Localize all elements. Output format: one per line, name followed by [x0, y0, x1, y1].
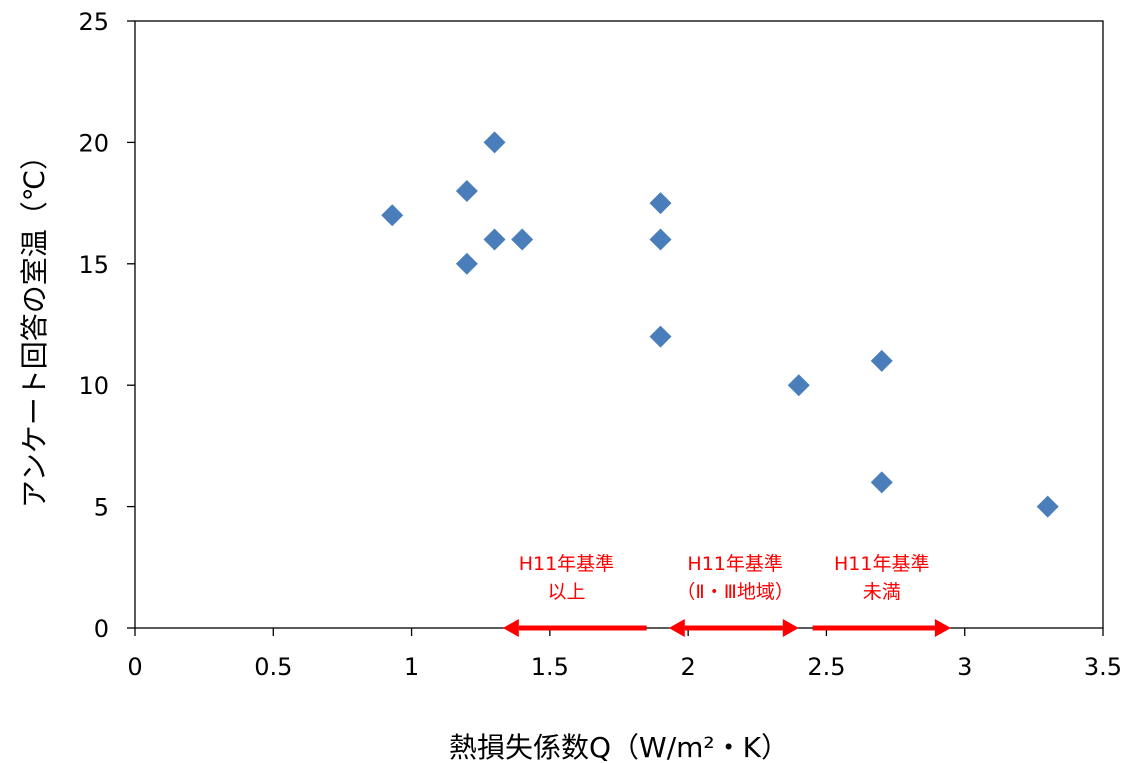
- arrow-head-left: [668, 619, 685, 637]
- x-tick-label: 2: [681, 653, 696, 681]
- data-point: [870, 471, 893, 494]
- data-point: [381, 204, 404, 227]
- x-tick-label: 0: [127, 653, 142, 681]
- x-tick-label: 2.5: [807, 653, 845, 681]
- data-point: [649, 192, 672, 215]
- x-tick-label: 0.5: [254, 653, 292, 681]
- annotation-label: H11年基準: [834, 553, 929, 575]
- annotation-label: H11年基準: [687, 553, 782, 575]
- y-tick-label: 5: [94, 494, 109, 522]
- data-point: [483, 131, 506, 154]
- data-point: [870, 349, 893, 372]
- data-point: [511, 228, 534, 251]
- annotation-label: 未満: [863, 581, 901, 603]
- x-tick-label: 3: [957, 653, 972, 681]
- arrow-head-right: [934, 619, 951, 637]
- y-tick-label: 15: [78, 251, 109, 279]
- y-tick-label: 20: [78, 129, 109, 157]
- arrow-head-left: [502, 619, 519, 637]
- annotation-label: H11年基準: [519, 553, 614, 575]
- y-tick-label: 25: [78, 8, 109, 36]
- data-point: [649, 325, 672, 348]
- plot-area-border: [134, 20, 1104, 629]
- x-axis-title: 熱損失係数Q（W/m²・K）: [449, 731, 789, 763]
- data-point: [649, 228, 672, 251]
- x-tick-label: 3.5: [1084, 653, 1122, 681]
- data-point: [787, 374, 810, 397]
- x-tick-label: 1.5: [531, 653, 569, 681]
- annotation-label: 以上: [547, 581, 585, 603]
- arrow-head-right: [782, 619, 799, 637]
- y-axis-title: アンケート回答の室温（℃）: [18, 142, 51, 508]
- x-tick-label: 1: [404, 653, 419, 681]
- annotation-2: H11年基準 （Ⅱ・Ⅲ地域）: [668, 553, 799, 637]
- data-point: [455, 179, 478, 202]
- y-tick-label: 10: [78, 372, 109, 400]
- y-tick-label: 0: [94, 615, 109, 643]
- data-point: [483, 228, 506, 251]
- data-point: [455, 252, 478, 275]
- data-point: [1036, 495, 1059, 518]
- annotation-label: （Ⅱ・Ⅲ地域）: [676, 581, 793, 603]
